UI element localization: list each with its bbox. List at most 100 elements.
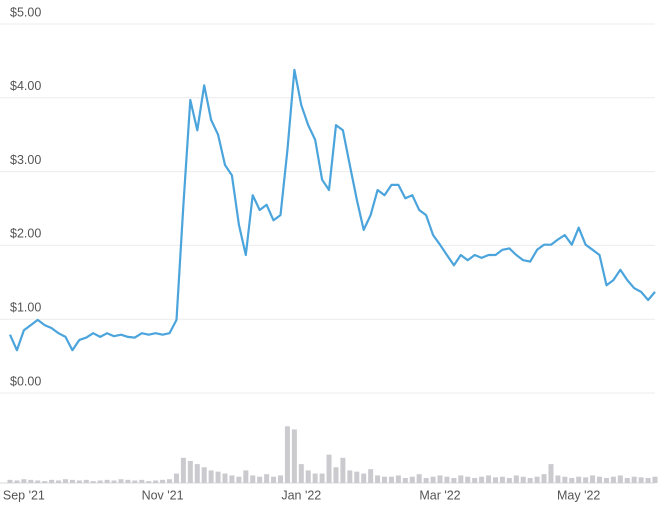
volume-bar <box>590 475 596 483</box>
volume-bar <box>555 475 561 483</box>
volume-bar <box>416 474 422 483</box>
volume-bar <box>382 476 388 483</box>
volume-bar <box>28 479 34 483</box>
volume-bar <box>347 470 353 483</box>
volume-bar <box>486 475 492 483</box>
volume-bar <box>271 476 277 483</box>
volume-bar <box>312 473 318 483</box>
volume-bar <box>451 477 457 483</box>
y-tick-label: $2.00 <box>10 227 41 241</box>
volume-bar <box>388 476 394 483</box>
volume-bar <box>444 476 450 483</box>
volume-bar <box>62 479 68 483</box>
volume-bar <box>222 473 228 483</box>
volume-bar <box>69 479 75 483</box>
volume-bar <box>194 464 200 483</box>
volume-bar <box>368 469 374 483</box>
volume-bar <box>125 479 131 483</box>
volume-bar <box>14 480 20 483</box>
volume-bar <box>562 476 568 483</box>
volume-bar <box>340 457 346 483</box>
volume-bar <box>354 471 360 483</box>
volume-bar <box>250 475 256 483</box>
volume-bar <box>291 429 297 483</box>
volume-bar <box>160 479 166 483</box>
volume-bar <box>49 479 55 483</box>
volume-bar <box>111 480 117 483</box>
volume-bar <box>375 475 381 483</box>
y-tick-label: $4.00 <box>10 79 41 93</box>
volume-bar <box>610 476 616 483</box>
volume-bar <box>430 476 436 483</box>
y-tick-label: $5.00 <box>10 5 41 19</box>
x-tick-label: Nov '21 <box>142 488 184 502</box>
price-line <box>8 68 656 352</box>
volume-bar <box>277 475 283 483</box>
volume-bar <box>319 473 325 483</box>
volume-bar <box>167 479 173 483</box>
volume-bar <box>631 476 637 483</box>
volume-bar <box>284 426 290 483</box>
x-tick-label: Sep '21 <box>3 488 45 502</box>
volume-bar <box>229 475 235 483</box>
volume-bar <box>624 477 630 483</box>
x-tick-label: Jan '22 <box>281 488 321 502</box>
volume-bar <box>583 477 589 483</box>
volume-bar <box>437 475 443 483</box>
volume-bar <box>597 476 603 483</box>
volume-bar <box>7 479 13 483</box>
volume-bar <box>243 470 249 483</box>
volume-bar <box>534 476 540 483</box>
volume-bar <box>513 475 519 483</box>
volume-bar <box>638 477 644 483</box>
volume-bar <box>173 473 179 483</box>
volume-bar <box>215 471 221 483</box>
volume-bar <box>465 476 471 483</box>
x-tick-label: May '22 <box>557 488 600 502</box>
volume-bar <box>541 474 547 483</box>
volume-bar <box>118 479 124 483</box>
volume-bar <box>506 477 512 483</box>
volume-bar <box>458 475 464 483</box>
volume-bar <box>652 476 658 483</box>
volume-bar <box>603 477 609 483</box>
y-tick-label: $1.00 <box>10 300 41 314</box>
volume-bar <box>423 477 429 483</box>
volume-bar <box>361 473 367 483</box>
volume-bar <box>472 477 478 483</box>
volume-bar <box>409 476 415 483</box>
volume-bar <box>298 464 304 483</box>
volume-bar <box>132 480 138 483</box>
volume-bar <box>208 470 214 483</box>
volume-bar <box>395 475 401 483</box>
volume-bar <box>180 457 186 483</box>
volume-bar <box>527 477 533 483</box>
volume-bar <box>548 464 554 483</box>
volume-bar <box>97 480 103 483</box>
volume-bar <box>35 480 41 483</box>
volume-bar <box>617 475 623 483</box>
volume-bar <box>236 476 242 483</box>
y-tick-label: $0.00 <box>10 374 41 388</box>
volume-bar <box>645 477 651 483</box>
y-tick-label: $3.00 <box>10 153 41 167</box>
volume-bar <box>187 460 193 483</box>
volume-bar <box>479 476 485 483</box>
volume-bar <box>139 479 145 483</box>
volume-bar <box>76 480 82 483</box>
volume-bar <box>576 476 582 483</box>
volume-bar <box>569 477 575 483</box>
volume-bar <box>257 476 263 483</box>
x-tick-label: Mar '22 <box>419 488 460 502</box>
volume-bar <box>326 454 332 483</box>
volume-bar <box>499 476 505 483</box>
volume-bar <box>104 479 110 483</box>
volume-bar <box>492 477 498 483</box>
volume-bar <box>402 477 408 483</box>
volume-bar <box>333 467 339 483</box>
volume-bar <box>56 480 62 483</box>
volume-bar <box>146 481 152 483</box>
volume-bar <box>520 476 526 483</box>
volume-bar <box>153 480 159 483</box>
